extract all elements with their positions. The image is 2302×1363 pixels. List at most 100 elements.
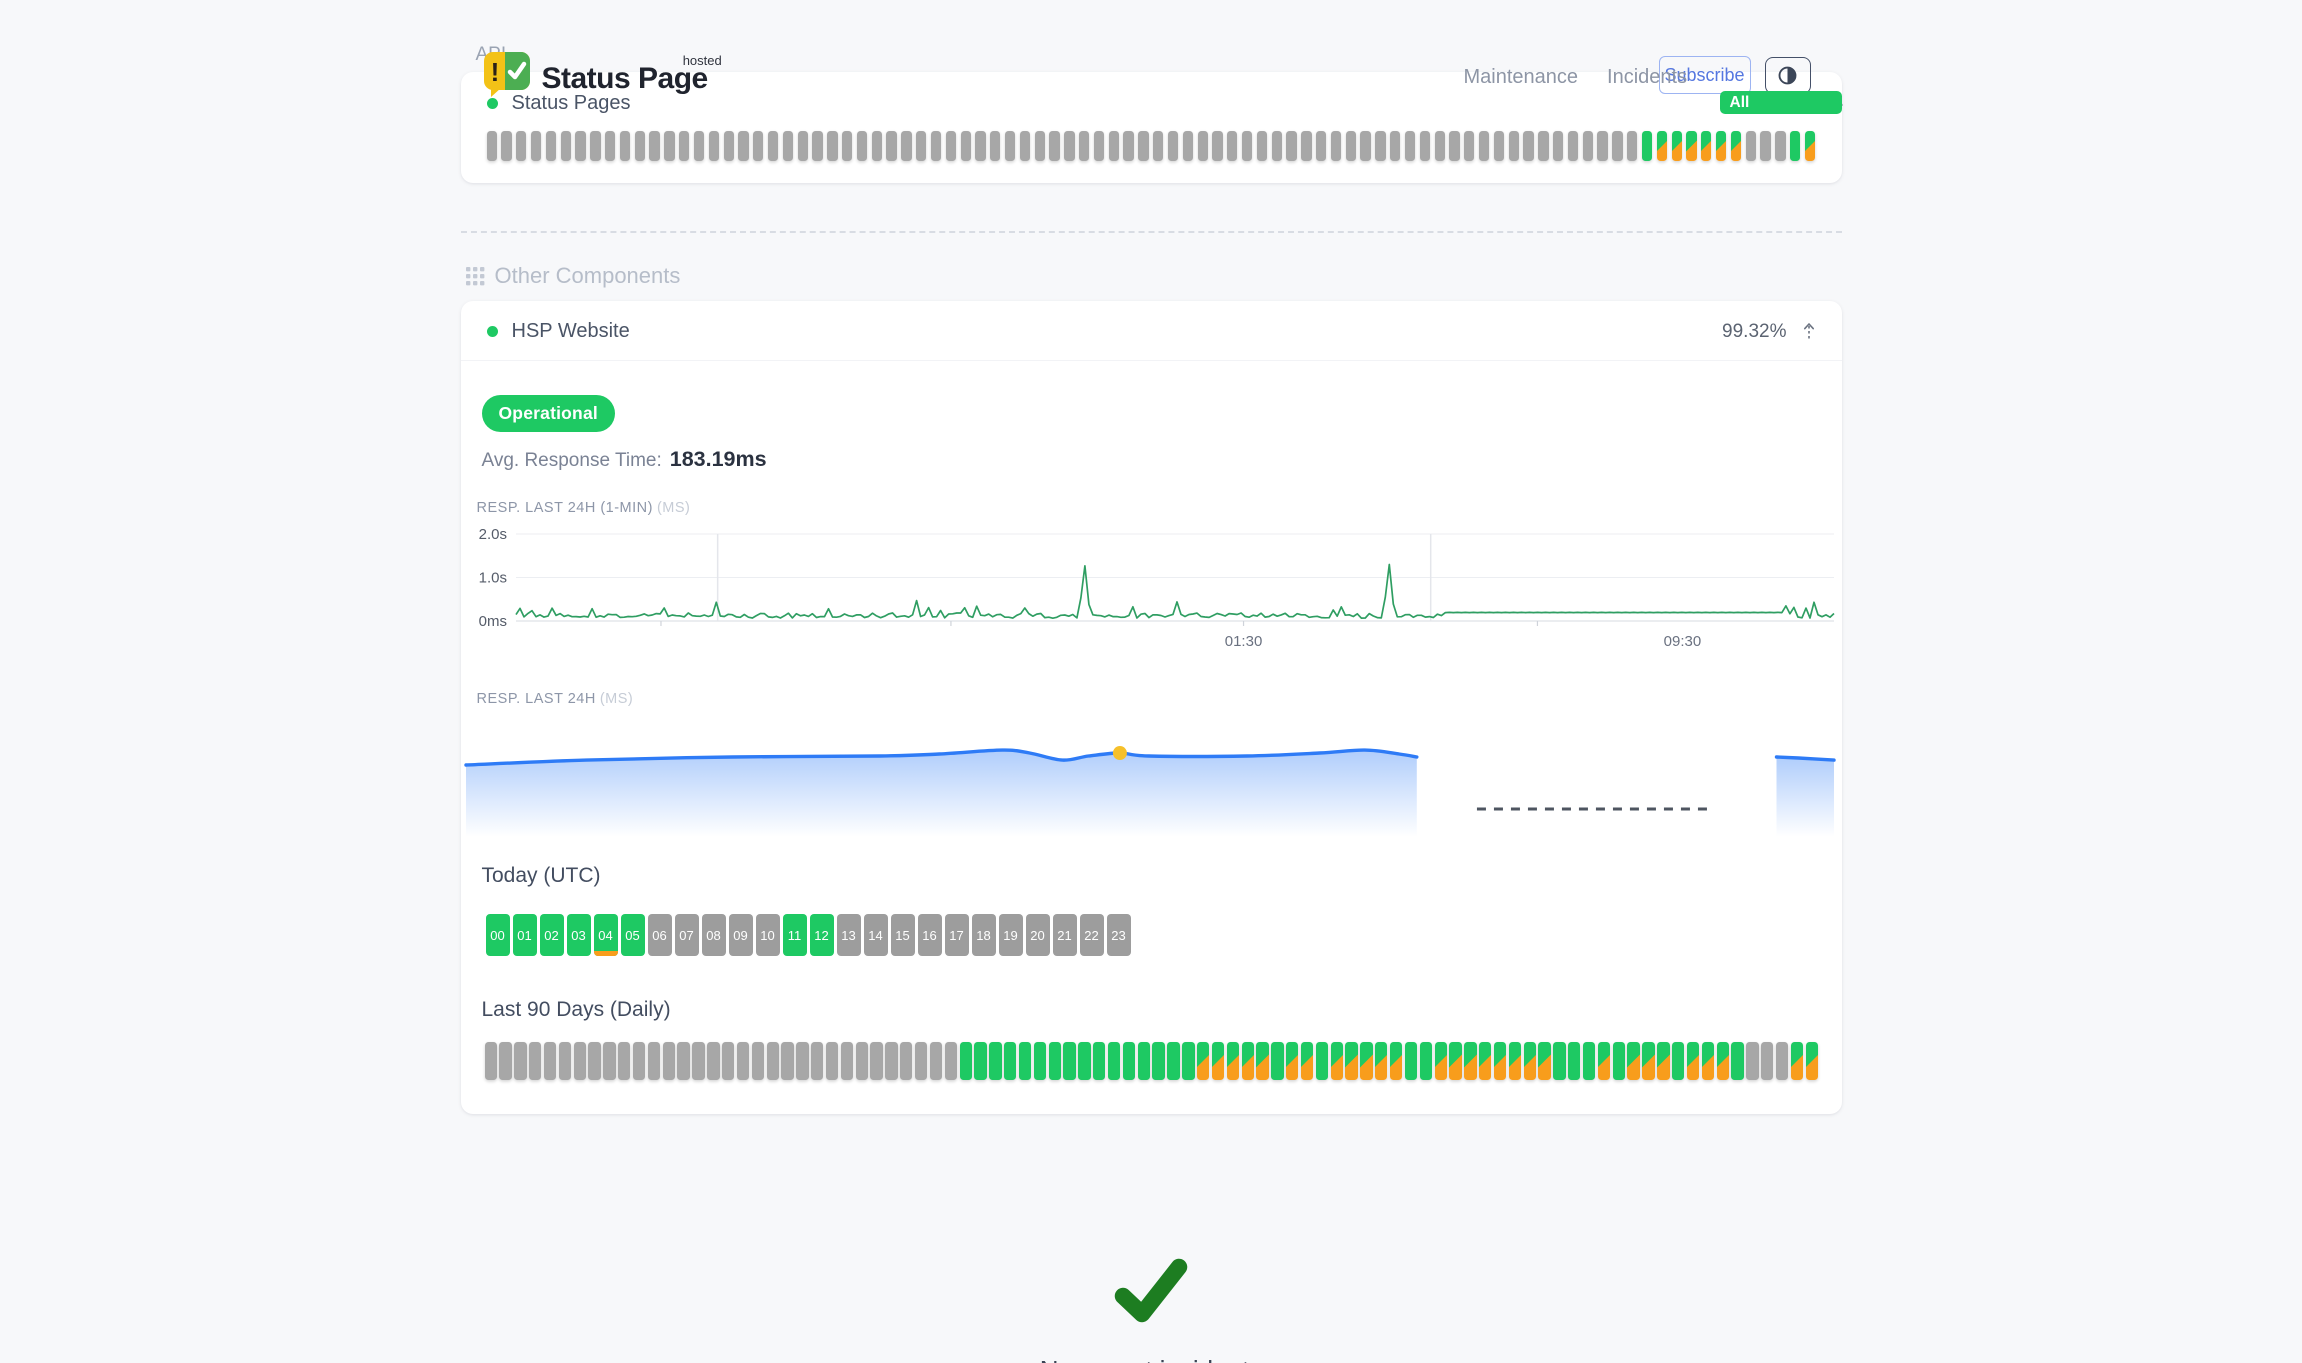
uptime-bar-up	[1315, 1042, 1329, 1080]
uptime-bar-degraded	[1701, 131, 1712, 161]
nav-link-maintenance[interactable]: Maintenance	[1463, 66, 1579, 88]
uptime-bar-nodata	[1538, 131, 1549, 161]
uptime-bar-degraded	[1686, 1042, 1700, 1080]
uptime-bar-up	[1152, 1042, 1165, 1080]
uptime-bar-nodata	[1286, 131, 1297, 161]
overall-status-badge[interactable]: All Operational	[1719, 91, 1842, 134]
svg-text:01:30: 01:30	[1224, 633, 1262, 650]
uptime-bar-nodata	[1360, 131, 1371, 161]
uptime-bar-degraded	[1790, 1042, 1804, 1080]
uptime-bar-nodata	[619, 131, 631, 161]
uptime-bar-nodata	[870, 1042, 883, 1080]
uptime-bar-nodata	[692, 1042, 705, 1080]
uptime-bar-nodata	[944, 1042, 957, 1080]
uptime-bar-nodata	[588, 1042, 601, 1080]
trend-up-icon[interactable]	[1802, 322, 1816, 342]
uptime-bar-degraded	[1479, 1042, 1492, 1080]
uptime-bar-degraded	[1523, 1042, 1536, 1080]
uptime-bar-degraded	[1464, 1042, 1477, 1080]
uptime-bar-up	[1182, 1042, 1195, 1080]
uptime-bar-degraded	[1375, 1042, 1388, 1080]
last90-title: Last 90 Days (Daily)	[481, 998, 671, 1021]
uptime-bar-nodata	[840, 1042, 854, 1080]
nav-link-incidents[interactable]: Incidents	[1607, 66, 1688, 88]
hour-block-00: 00	[485, 914, 510, 956]
uptime-bar-up	[1582, 1042, 1596, 1080]
uptime-bar-nodata	[545, 131, 557, 161]
hour-block-02: 02	[539, 914, 564, 956]
chart2-unit: (MS)	[599, 691, 634, 707]
uptime-bar-nodata	[1612, 131, 1623, 161]
uptime-bar-degraded	[1345, 1042, 1358, 1080]
uptime-bar-degraded	[1389, 1042, 1403, 1080]
uptime-bar-nodata	[723, 131, 734, 161]
brand-name: Status Page	[541, 62, 709, 95]
uptime-bar-degraded	[1804, 131, 1816, 161]
uptime-bar-nodata	[736, 1042, 750, 1080]
uptime-bar-up	[1612, 1042, 1625, 1080]
uptime-bar-nodata	[499, 1042, 512, 1080]
logo-superscript: hosted	[682, 53, 722, 68]
uptime-bar-up	[1018, 1042, 1032, 1080]
chart2-label-text: RESP. LAST 24H	[476, 691, 596, 707]
operational-badge: Operational	[481, 395, 615, 432]
theme-toggle-button[interactable]	[1764, 57, 1811, 94]
uptime-bar-degraded	[1730, 131, 1742, 161]
uptime-bar-degraded	[1434, 1042, 1447, 1080]
uptime-bar-nodata	[1227, 131, 1238, 161]
uptime-bar-nodata	[1004, 131, 1016, 161]
section-divider	[460, 231, 1842, 233]
uptime-bar-nodata	[825, 1042, 839, 1080]
uptime-bar-nodata	[1167, 131, 1179, 161]
subscribe-button[interactable]: Subscribe	[1658, 56, 1751, 94]
hour-block-01: 01	[512, 914, 537, 956]
uptime-bar-degraded	[1241, 1042, 1254, 1080]
other-components-label: Other Components	[494, 263, 681, 288]
hour-block-13: 13	[836, 914, 861, 956]
uptime-bar-nodata	[960, 131, 971, 161]
hour-block-11: 11	[782, 914, 807, 956]
uptime-bar-nodata	[945, 131, 956, 161]
hour-block-06: 06	[647, 914, 672, 956]
status-dot	[486, 326, 498, 337]
uptime-bar-nodata	[1508, 131, 1519, 161]
uptime-bar-degraded	[1805, 1042, 1818, 1080]
avg-response-label: Avg. Response Time:	[481, 450, 662, 471]
uptime-bar-nodata	[1761, 1042, 1774, 1080]
uptime-bar-nodata	[990, 131, 1001, 161]
response-time-line-chart: 2.0s 1.0s 0ms 01:30 09:30	[478, 526, 1835, 650]
uptime-bar-nodata	[871, 131, 882, 161]
uptime-bar-nodata	[1419, 131, 1430, 161]
hour-block-19: 19	[998, 914, 1023, 956]
uptime-bar-nodata	[751, 1042, 765, 1080]
uptime-bar-nodata	[1597, 131, 1608, 161]
hour-block-09: 09	[728, 914, 753, 956]
uptime-bar-nodata	[766, 1042, 779, 1080]
uptime-bar-nodata	[722, 1042, 735, 1080]
uptime-bar-up	[959, 1042, 972, 1080]
uptime-bar-nodata	[914, 1042, 928, 1080]
uptime-bar-degraded	[1686, 131, 1697, 161]
hour-block-22: 22	[1079, 914, 1104, 956]
uptime-bar-degraded	[1642, 1042, 1655, 1080]
uptime-bar-nodata	[930, 131, 942, 161]
today-hour-blocks: 00 01 02 03 04 05 06 07 08 09 10 11 12 13 14 15 16 17 18 19…	[485, 914, 1842, 956]
logo-exclamation: !	[490, 57, 499, 87]
uptime-bar-degraded	[1657, 1042, 1670, 1080]
uptime-bar-up	[1048, 1042, 1061, 1080]
uptime-bar-nodata	[708, 131, 719, 161]
hour-block-14: 14	[863, 914, 888, 956]
uptime-bar-nodata	[1627, 131, 1638, 161]
page-container: ! hosted Status Page Maintenance Incident…	[460, 44, 1843, 1363]
uptime-bar-degraded	[1597, 1042, 1611, 1080]
uptime-bar-up	[1122, 1042, 1136, 1080]
uptime-bar-nodata	[1241, 131, 1253, 161]
chart1-label-text: RESP. LAST 24H (1-MIN)	[476, 500, 653, 516]
uptime-bar-nodata	[1197, 131, 1208, 161]
uptime-bar-nodata	[575, 131, 586, 161]
svg-text:2.0s: 2.0s	[478, 526, 506, 543]
uptime-bar-up	[1107, 1042, 1121, 1080]
uptime-bar-nodata	[856, 131, 868, 161]
check-icon	[1114, 1258, 1188, 1323]
uptime-bar-degraded	[1211, 1042, 1225, 1080]
